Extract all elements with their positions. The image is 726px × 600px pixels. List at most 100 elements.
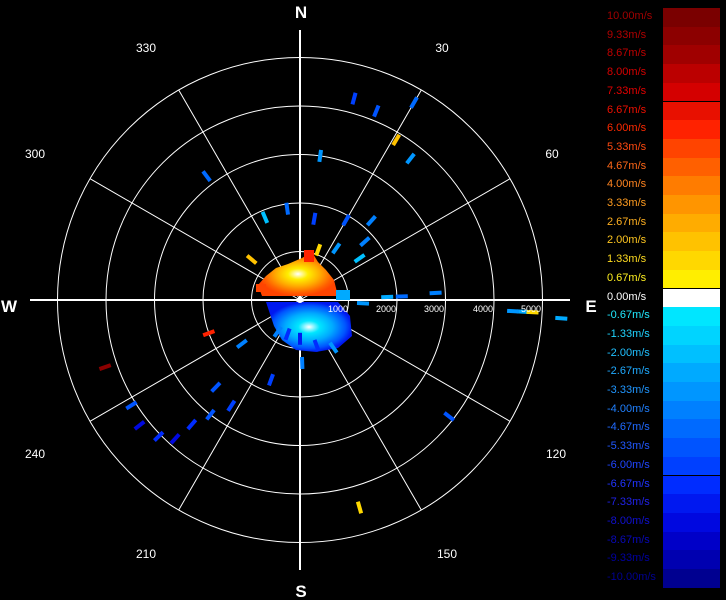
echo-point [235,338,248,350]
range-label-3000: 3000 [424,304,444,314]
compass-south: S [295,582,306,600]
colorbar-label: -2.67m/s [607,365,650,378]
echo-point [381,294,394,300]
echo-point [353,253,366,264]
compass-west: W [1,297,18,316]
colorbar-swatch [663,26,720,46]
colorbar-swatch [663,157,720,177]
compass-labels: N S E W [1,3,597,600]
echo-point [331,242,342,255]
colorbar-row: 0.00m/s [603,288,723,308]
echo-point [526,309,539,315]
colorbar-label: 1.33m/s [607,253,647,266]
colorbar-label: -7.33m/s [607,496,650,509]
echo-point [169,433,181,445]
spoke-330 [178,89,301,301]
echo-blue-cell [336,290,350,300]
echo-point [210,381,222,393]
colorbar-swatch [663,363,720,382]
colorbar-row: 2.67m/s [603,213,723,233]
colorbar-swatch [663,456,720,476]
colorbar-swatch [663,232,720,252]
echo-point [152,430,165,443]
colorbar-swatch [663,269,720,289]
colorbar-row: 6.00m/s [603,120,723,139]
compass-north: N [295,3,307,22]
colorbar-label: -3.33m/s [607,384,650,396]
colorbar-row: -0.67m/s [603,307,723,326]
compass-east: E [585,297,596,316]
azimuth-label-330: 330 [136,41,156,55]
colorbar-swatch [663,512,720,532]
echo-point [443,411,456,422]
echo-point [317,149,324,163]
colorbar-label: 5.33m/s [607,140,647,153]
colorbar-swatch [663,475,720,495]
range-label-1000: 1000 [328,304,348,314]
colorbar-swatch [663,176,720,195]
colorbar-label: 9.33m/s [607,28,647,41]
colorbar-label: 6.67m/s [607,103,647,116]
colorbar-row: 0.67m/s [603,269,723,289]
echo-point [125,400,138,411]
echo-point [312,339,321,352]
radar-center [297,297,303,303]
colorbar-swatch [663,438,720,457]
echo-point [298,332,302,345]
colorbar-label: -6.00m/s [607,458,650,471]
echo-point [260,211,270,224]
echo-points [98,92,568,514]
colorbar-row: -7.33m/s [603,494,723,513]
colorbar-swatch [663,325,720,345]
echo-point [299,356,305,370]
colorbar-label: 0.00m/s [607,290,647,303]
colorbar-swatch [663,531,720,551]
range-label-5000: 5000 [521,304,541,314]
colorbar-label: 10.00m/s [607,10,653,22]
colorbar-row: -4.00m/s [603,400,723,420]
colorbar-row: 4.00m/s [603,176,723,195]
echo-point [201,170,212,183]
echo-point [284,202,291,215]
echo-point [405,152,416,165]
colorbar-row: 7.33m/s [603,82,723,102]
colorbar-swatch [663,195,720,214]
colorbar-label: -9.33m/s [607,552,650,565]
azimuth-label-150: 150 [437,547,457,561]
colorbar-label: -2.00m/s [607,346,650,359]
colorbar-swatch [663,64,720,83]
echo-point [356,300,370,306]
colorbar-row: 10.00m/s [603,8,723,27]
echo-point [555,315,568,321]
range-label-2000: 2000 [376,304,396,314]
colorbar-swatch [663,8,720,27]
colorbar-label: 4.00m/s [607,178,647,191]
echo-point [226,399,237,412]
colorbar-label: 8.67m/s [607,47,647,60]
colorbar-swatch [663,120,720,139]
colorbar-row: 8.00m/s [603,64,723,83]
colorbar-row: -8.00m/s [603,512,723,532]
echo-point [98,363,112,371]
echo-point [350,92,358,105]
colorbar-label: 4.67m/s [607,159,647,172]
colorbar-swatch [663,251,720,270]
colorbar-label: -5.33m/s [607,440,650,453]
colorbar-label: 2.00m/s [607,234,647,247]
colorbar-row: -1.33m/s [603,325,723,345]
echo-point [314,243,323,257]
colorbar-row: -8.67m/s [603,531,723,551]
colorbar-swatch [663,419,720,439]
echo-point [429,290,442,296]
velocity-colorbar: 10.00m/s 9.33m/s 8.67m/s 8.00m/s 7.33m/s 6.67… [603,8,723,592]
echo-point [328,341,339,354]
range-labels: 1000 2000 3000 4000 5000 [328,304,541,314]
colorbar-swatch [663,344,720,364]
echo-point [365,214,377,227]
colorbar-row: -6.00m/s [603,456,723,476]
colorbar-swatch [663,288,720,308]
colorbar-label: -8.67m/s [607,533,650,546]
echo-point [272,325,283,338]
echo-point [391,133,402,147]
colorbar-swatch [663,550,720,569]
